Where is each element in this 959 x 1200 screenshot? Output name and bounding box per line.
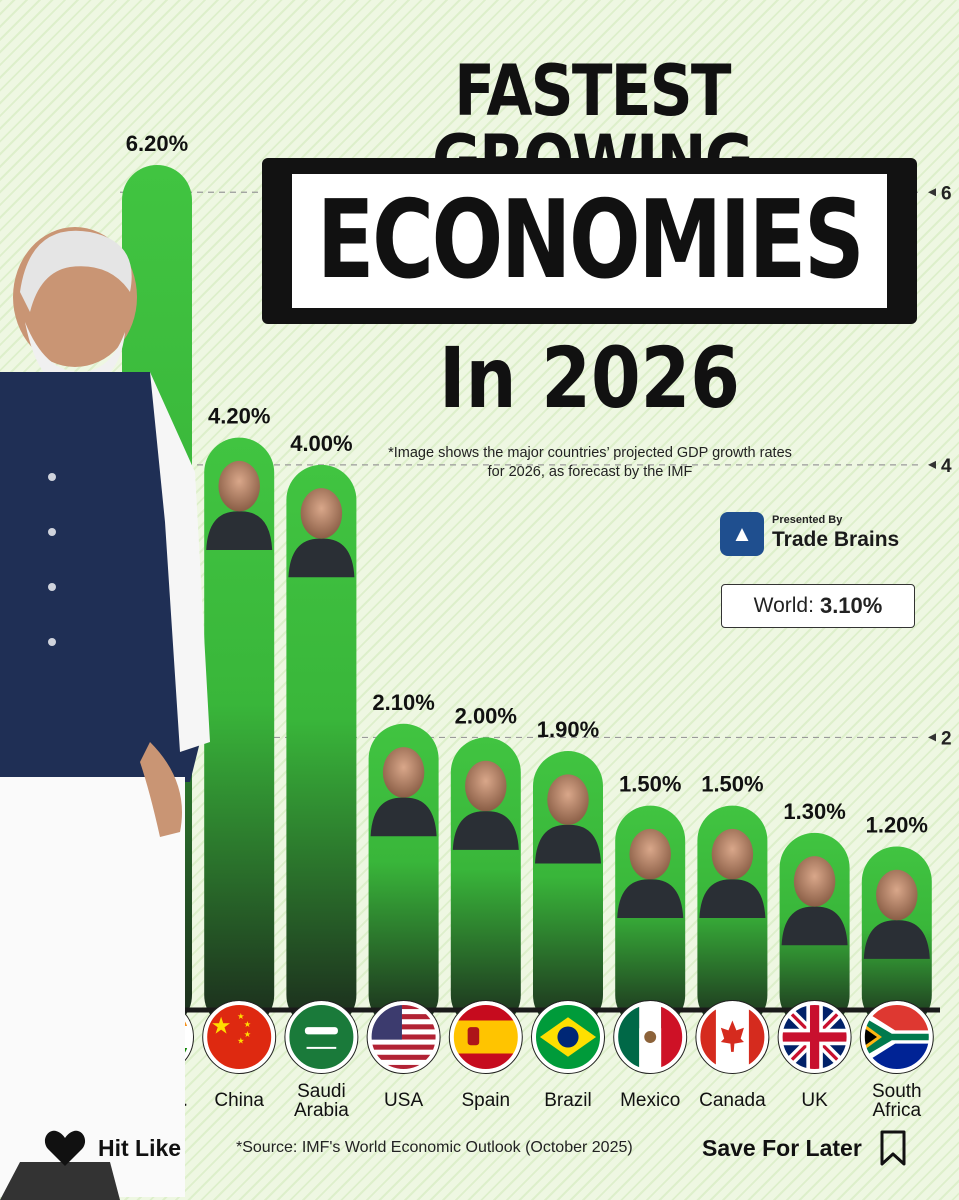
bookmark-icon [880, 1130, 906, 1166]
svg-text:★: ★ [237, 1037, 244, 1046]
uk-flag-icon [777, 1000, 852, 1074]
portrait-mexico [629, 828, 671, 880]
data-label-usa: 2.10% [372, 690, 434, 715]
portrait-suit-saudi-arabia [288, 538, 355, 578]
hit-like-button[interactable]: Hit Like [44, 1128, 181, 1168]
portrait-suit-canada [699, 879, 766, 919]
portrait-spain [465, 760, 507, 812]
bar-spain [450, 737, 521, 1030]
data-label-china: 4.20% [208, 404, 270, 429]
portrait-saudi-arabia [300, 488, 343, 539]
presenter-badge: ▲ Presented By Trade Brains [720, 510, 940, 560]
portrait-suit-uk [781, 906, 848, 946]
category-label-usa: USA [384, 1090, 423, 1111]
tick-marker-6 [928, 188, 936, 197]
mexico-flag-icon [613, 1000, 688, 1074]
person-photo [0, 227, 210, 1200]
portrait-south-africa [876, 869, 918, 921]
data-label-uk: 1.30% [783, 799, 845, 824]
chart-note: *Image shows the major countries’ projec… [388, 445, 792, 480]
trade-brains-logo-icon: ▲ [720, 512, 764, 556]
usa-flag-icon [366, 1000, 441, 1074]
spain-flag-icon [448, 1000, 523, 1074]
data-label-india: 6.20% [126, 131, 188, 156]
bar-brazil [533, 751, 603, 1030]
data-label-spain: 2.00% [455, 703, 517, 728]
tick-marker-4 [928, 460, 936, 469]
brazil-flag-icon [531, 1000, 605, 1074]
data-label-canada: 1.50% [701, 772, 763, 797]
heart-icon [44, 1130, 86, 1166]
portrait-suit-south-africa [863, 920, 930, 959]
china-flag-icon: ★ ★★★★ [202, 1000, 277, 1074]
category-label-mexico: Mexico [620, 1090, 680, 1111]
data-label-mexico: 1.50% [619, 772, 681, 797]
category-label-canada: Canada [699, 1090, 766, 1111]
portrait-suit-china [206, 511, 273, 551]
chart-title-line3: In 2026 [439, 329, 740, 427]
portrait-suit-usa [370, 797, 437, 837]
portrait-suit-brazil [535, 824, 601, 864]
y-tick-label-2: 2 [941, 728, 952, 749]
data-label-saudi-arabia: 4.00% [290, 431, 352, 456]
portrait-suit-mexico [617, 879, 684, 919]
y-tick-label-4: 4 [941, 456, 952, 477]
portrait-canada [711, 828, 754, 880]
south-africa-flag-icon [859, 1000, 934, 1074]
bar-saudi-arabia [286, 464, 357, 1030]
save-for-later-button[interactable]: Save For Later [702, 1130, 906, 1166]
category-label-uk: UK [801, 1090, 828, 1111]
world-value: 3.10% [819, 593, 883, 618]
chart-title-line2: ECONOMIES [316, 178, 865, 303]
category-label-china: China [214, 1090, 264, 1111]
portrait-brazil [547, 774, 589, 825]
svg-text:★: ★ [244, 1030, 251, 1039]
canada-flag-icon [695, 1000, 770, 1074]
category-label-brazil: Brazil [544, 1090, 592, 1111]
tick-marker-2 [928, 733, 936, 742]
svg-text:★: ★ [211, 1013, 232, 1039]
source-note: *Source: IMF's World Economic Outlook (O… [236, 1139, 633, 1156]
save-for-later-label: Save For Later [702, 1134, 862, 1161]
bar-usa [368, 723, 439, 1030]
category-label-south-africa: South Africa [872, 1081, 922, 1121]
y-tick-label-6: 6 [941, 183, 952, 204]
bar-china [204, 437, 275, 1030]
portrait-suit-spain [452, 811, 519, 850]
world-label: World: [753, 594, 814, 617]
presented-by-label: Presented By [772, 514, 843, 526]
data-label-south-africa: 1.20% [866, 812, 928, 837]
portrait-uk [793, 856, 836, 907]
brand-name: Trade Brains [772, 528, 900, 551]
svg-text:★: ★ [237, 1012, 244, 1021]
portrait-china [218, 460, 260, 512]
category-label-saudi-arabia: Saudi Arabia [294, 1081, 349, 1121]
chart-title-box: ECONOMIES [262, 158, 917, 324]
category-label-spain: Spain [461, 1090, 510, 1111]
hit-like-label: Hit Like [98, 1134, 182, 1161]
portrait-usa [382, 747, 425, 798]
data-label-brazil: 1.90% [537, 717, 599, 742]
saudi-arabia-flag-icon [284, 1000, 359, 1074]
world-growth-box: World: 3.10% [721, 584, 915, 628]
svg-text:★: ★ [244, 1020, 251, 1029]
